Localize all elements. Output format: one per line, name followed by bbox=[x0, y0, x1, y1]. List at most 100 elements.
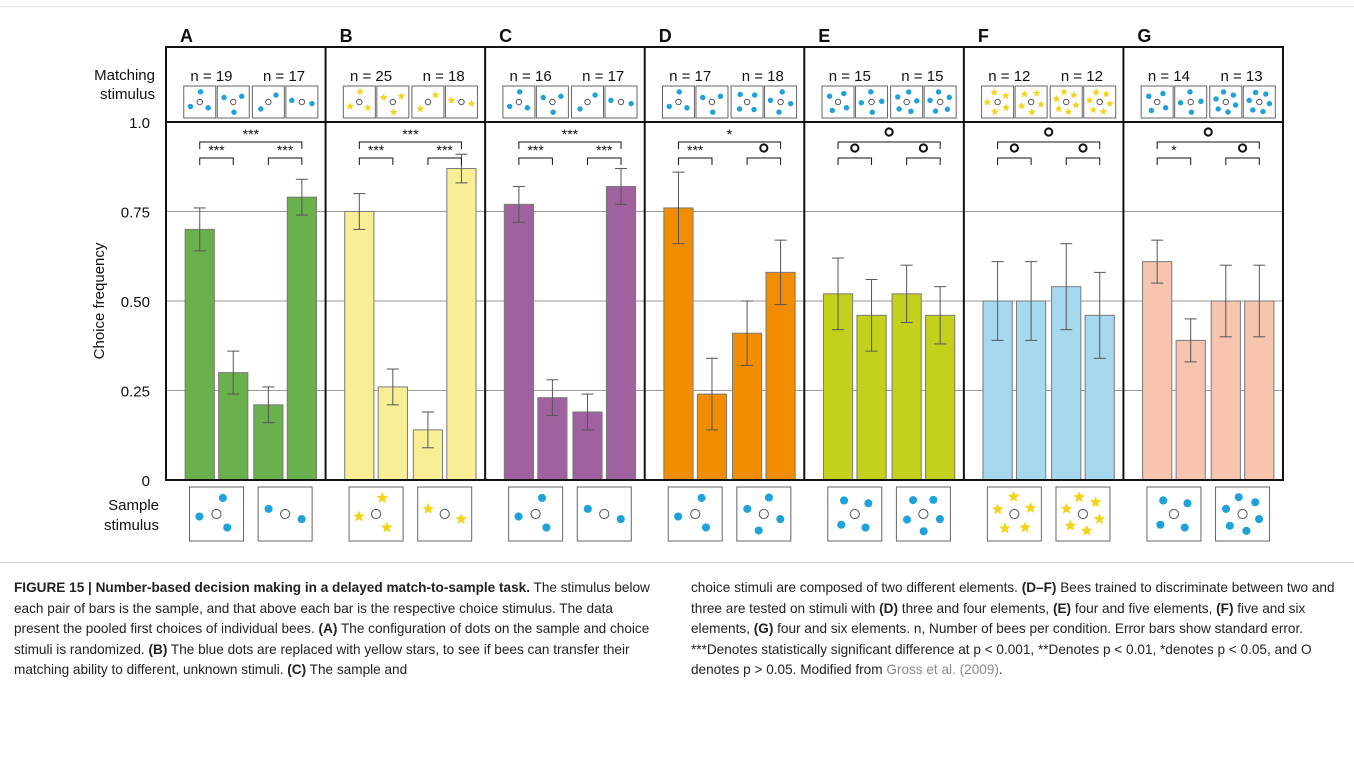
sample-stimulus bbox=[257, 486, 313, 542]
matching-stimulus-element-star bbox=[1085, 96, 1094, 104]
matching-stimulus-element-dot bbox=[868, 89, 874, 95]
matching-row-label: stimulus bbox=[100, 86, 155, 103]
matching-stimulus-element-dot bbox=[628, 100, 634, 107]
matching-stimulus-element-star bbox=[990, 107, 999, 116]
sample-stimulus-element-dot bbox=[909, 496, 918, 505]
matching-stimulus-element-star bbox=[1052, 94, 1061, 103]
sample-stimulus-element-dot bbox=[1242, 526, 1251, 535]
n-label: n = 17 bbox=[582, 68, 624, 85]
matching-stimulus-element-dot bbox=[932, 108, 939, 114]
matching-stimulus-element-star bbox=[1002, 103, 1010, 112]
matching-stimulus-element-dot bbox=[779, 89, 785, 95]
significance-bracket bbox=[199, 157, 234, 165]
matching-stimulus-element-dot bbox=[289, 97, 295, 104]
sample-stimulus-center-ring bbox=[690, 508, 701, 520]
y-axis-label: Choice frequency bbox=[91, 242, 108, 359]
matching-stimulus-element-star bbox=[1060, 87, 1068, 96]
matching-stimulus-element-star bbox=[990, 88, 998, 96]
matching-stimulus-element-star bbox=[1106, 99, 1114, 107]
caption-tag: (G) bbox=[753, 621, 774, 637]
matching-stimulus-center-ring bbox=[936, 98, 944, 106]
significance-label bbox=[918, 143, 929, 153]
caption-text: three and four elements, bbox=[898, 600, 1053, 616]
sample-stimulus-center-ring bbox=[1077, 508, 1089, 520]
matching-stimulus-element-dot bbox=[273, 92, 279, 98]
significance-bracket bbox=[997, 157, 1032, 165]
sample-stimulus bbox=[348, 486, 404, 542]
sample-stimulus bbox=[417, 486, 473, 542]
bar bbox=[1142, 261, 1173, 481]
matching-stimulus-element-dot bbox=[1188, 109, 1195, 115]
matching-stimulus-center-ring bbox=[868, 98, 875, 106]
matching-stimulus-element-dot bbox=[1198, 98, 1204, 104]
significance-bracket bbox=[518, 141, 622, 149]
matching-stimulus-element-dot bbox=[1266, 100, 1273, 107]
matching-stimulus-element-dot bbox=[676, 89, 682, 95]
matching-stimulus-element-dot bbox=[879, 98, 885, 104]
sample-stimulus-center-ring bbox=[280, 508, 291, 520]
matching-stimulus-element-dot bbox=[1230, 92, 1237, 98]
caption-text: The stimulus below each pair of bars is … bbox=[14, 580, 650, 637]
significance-bracket bbox=[1225, 157, 1260, 165]
caption-label: FIGURE 15 | Number-based decision making… bbox=[14, 580, 530, 595]
matching-stimulus-element-star bbox=[983, 98, 992, 106]
significance-label: *** bbox=[208, 142, 225, 158]
matching-stimulus-element-dot bbox=[709, 109, 716, 115]
matching-stimulus-element-dot bbox=[1246, 97, 1252, 104]
sample-stimulus bbox=[1146, 486, 1202, 542]
sample-stimulus-center-ring bbox=[530, 508, 541, 520]
sample-stimulus bbox=[827, 486, 883, 542]
matching-stimulus-element-dot bbox=[309, 100, 315, 107]
sample-row-label: stimulus bbox=[104, 517, 159, 534]
sample-stimulus-element-dot bbox=[902, 515, 912, 524]
matching-stimulus-element-star bbox=[1069, 91, 1078, 99]
matching-stimulus-element-dot bbox=[1225, 109, 1231, 115]
bar bbox=[605, 185, 637, 481]
sample-stimulus-center-ring bbox=[1009, 508, 1020, 520]
citation-link[interactable]: Gross et al. (2009) bbox=[886, 662, 999, 678]
significance-label bbox=[850, 143, 860, 153]
caption-tag: (D) bbox=[879, 600, 899, 616]
matching-stimulus bbox=[730, 85, 764, 119]
significance-label: *** bbox=[368, 142, 385, 158]
matching-stimulus-center-ring bbox=[675, 98, 682, 106]
sample-stimulus-element-dot bbox=[919, 527, 928, 536]
panel-letter: A bbox=[180, 26, 193, 46]
sample-stimulus-element-star bbox=[455, 513, 467, 524]
matching-stimulus-element-dot bbox=[197, 89, 204, 95]
n-label: n = 14 bbox=[1148, 68, 1190, 85]
matching-stimulus-center-ring bbox=[834, 98, 842, 106]
caption-tag: (E) bbox=[1052, 600, 1072, 616]
sample-stimulus-element-star bbox=[1060, 502, 1073, 514]
sample-stimulus-center-ring bbox=[211, 508, 222, 520]
sample-stimulus-element-star bbox=[1064, 519, 1077, 531]
n-label: n = 15 bbox=[829, 68, 871, 85]
n-label: n = 17 bbox=[263, 68, 305, 85]
matching-stimulus-element-dot bbox=[751, 106, 757, 113]
caption-tag: (C) bbox=[287, 662, 307, 678]
sample-stimulus-element-dot bbox=[839, 496, 849, 505]
significance-bracket bbox=[677, 141, 782, 149]
matching-stimulus-center-ring bbox=[1256, 98, 1263, 106]
matching-stimulus-element-star bbox=[1017, 101, 1026, 110]
sample-stimulus-element-dot bbox=[297, 515, 306, 524]
sample-stimulus-center-ring bbox=[599, 508, 610, 520]
sample-stimulus-element-dot bbox=[1156, 520, 1165, 529]
sample-stimulus bbox=[1055, 486, 1111, 542]
significance-bracket bbox=[1156, 157, 1192, 165]
significance-label: *** bbox=[243, 126, 260, 142]
significance-label bbox=[1237, 143, 1248, 153]
matching-stimulus-element-dot bbox=[1250, 107, 1256, 113]
matching-stimulus-element-dot bbox=[700, 94, 706, 101]
matching-stimulus-center-ring bbox=[356, 98, 363, 106]
panel-letter: E bbox=[818, 26, 830, 46]
significance-bracket bbox=[358, 141, 462, 149]
matching-stimulus-center-ring bbox=[196, 98, 203, 106]
matching-stimulus-element-star bbox=[1054, 104, 1063, 113]
sample-stimulus-element-star bbox=[1019, 521, 1031, 533]
sample-stimulus-element-star bbox=[1024, 501, 1037, 513]
matching-stimulus-element-dot bbox=[239, 93, 245, 99]
matching-stimulus-element-dot bbox=[540, 94, 546, 101]
matching-stimulus-element-dot bbox=[524, 105, 531, 111]
matching-stimulus-element-dot bbox=[506, 103, 513, 110]
